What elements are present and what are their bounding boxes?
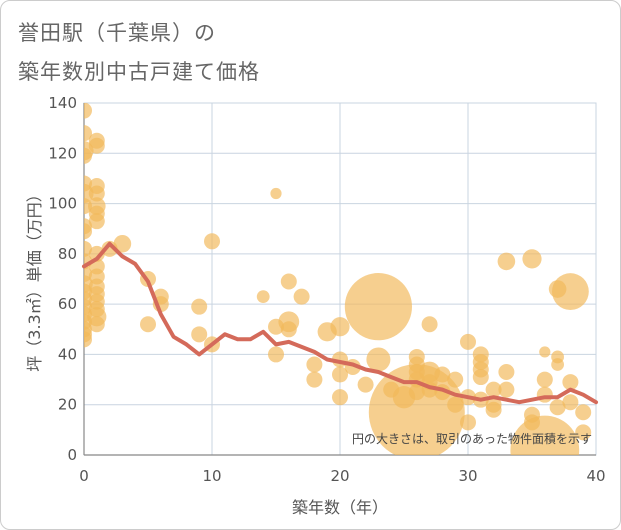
bubble-series — [84, 103, 592, 455]
average-line-series — [82, 241, 598, 405]
y-tick-label: 100 — [48, 195, 77, 213]
data-bubble — [539, 346, 551, 358]
data-bubble — [421, 316, 438, 333]
data-bubble — [84, 223, 92, 240]
data-bubble — [460, 414, 476, 431]
data-bubble — [191, 298, 208, 315]
data-bubble — [332, 366, 348, 383]
data-bubble — [344, 273, 412, 341]
data-bubble — [204, 233, 220, 250]
data-bubble — [306, 371, 323, 388]
data-bubble — [548, 280, 567, 298]
y-tick-label: 120 — [48, 144, 77, 162]
y-tick-label: 140 — [48, 94, 77, 112]
x-tick-label: 10 — [202, 467, 221, 485]
data-bubble — [256, 290, 270, 303]
y-tick-label: 80 — [58, 245, 77, 263]
y-tick-label: 40 — [58, 345, 77, 363]
data-bubble — [472, 369, 489, 386]
data-bubble — [280, 273, 297, 290]
data-bubble — [366, 347, 391, 372]
data-bubble — [498, 364, 515, 381]
chart-title-line2: 築年数別中古戸建て価格 — [18, 60, 260, 84]
data-bubble — [191, 326, 208, 343]
data-bubble — [88, 245, 105, 262]
x-tick-label: 0 — [79, 467, 89, 485]
average-price-line — [82, 241, 598, 405]
data-bubble — [549, 399, 566, 416]
grid — [83, 102, 597, 456]
x-tick-label: 40 — [586, 467, 605, 485]
data-bubble — [575, 424, 592, 441]
data-bubble — [88, 185, 105, 202]
data-bubble — [88, 137, 105, 154]
data-bubble — [408, 384, 425, 401]
data-bubble — [88, 301, 105, 318]
data-bubble — [522, 249, 542, 269]
data-bubble — [447, 371, 464, 388]
data-bubble — [270, 187, 282, 200]
data-bubble — [88, 316, 105, 333]
data-bubble — [306, 356, 323, 373]
x-axis-label: 築年数（年） — [292, 498, 388, 517]
data-bubble — [575, 404, 592, 421]
x-tick-label: 30 — [458, 467, 477, 485]
data-bubble — [84, 103, 92, 119]
data-bubble — [88, 213, 105, 230]
data-bubble — [101, 240, 118, 257]
y-tick-label: 0 — [67, 446, 77, 464]
data-bubble — [536, 371, 553, 388]
x-tick-label: 20 — [330, 467, 349, 485]
axis-ticks: 0 20 40 60 80 100 120 140 0 10 20 30 40 — [48, 94, 605, 485]
data-bubble — [293, 288, 310, 305]
data-bubble — [497, 252, 516, 271]
y-tick-label: 60 — [58, 295, 77, 313]
data-bubble — [524, 414, 540, 431]
data-bubble — [140, 316, 156, 333]
data-bubble — [330, 317, 350, 337]
data-bubble — [562, 394, 579, 411]
data-bubble — [485, 401, 502, 418]
data-bubble — [268, 346, 284, 363]
y-axis-label: 坪（3.3㎡）単価（万円） — [25, 186, 44, 371]
data-bubble — [357, 376, 374, 393]
data-bubble — [498, 381, 515, 398]
data-bubble — [485, 381, 502, 398]
bubble-size-note: 円の大きさは、取引のあった物件面積を示す — [352, 431, 592, 446]
data-bubble — [113, 235, 132, 253]
data-bubble — [551, 358, 564, 371]
y-tick-label: 20 — [58, 396, 77, 414]
data-bubble — [332, 389, 348, 406]
data-bubble — [510, 415, 580, 455]
chart-title-line1: 誉田駅（千葉県）の — [18, 21, 216, 45]
data-bubble — [434, 366, 451, 383]
data-bubble — [268, 318, 284, 335]
data-bubble — [383, 381, 400, 398]
data-bubble — [447, 396, 464, 413]
data-bubble — [562, 374, 579, 391]
data-bubble — [280, 321, 297, 338]
data-bubble — [84, 331, 92, 348]
data-bubble — [84, 147, 92, 164]
data-bubble — [460, 333, 476, 350]
